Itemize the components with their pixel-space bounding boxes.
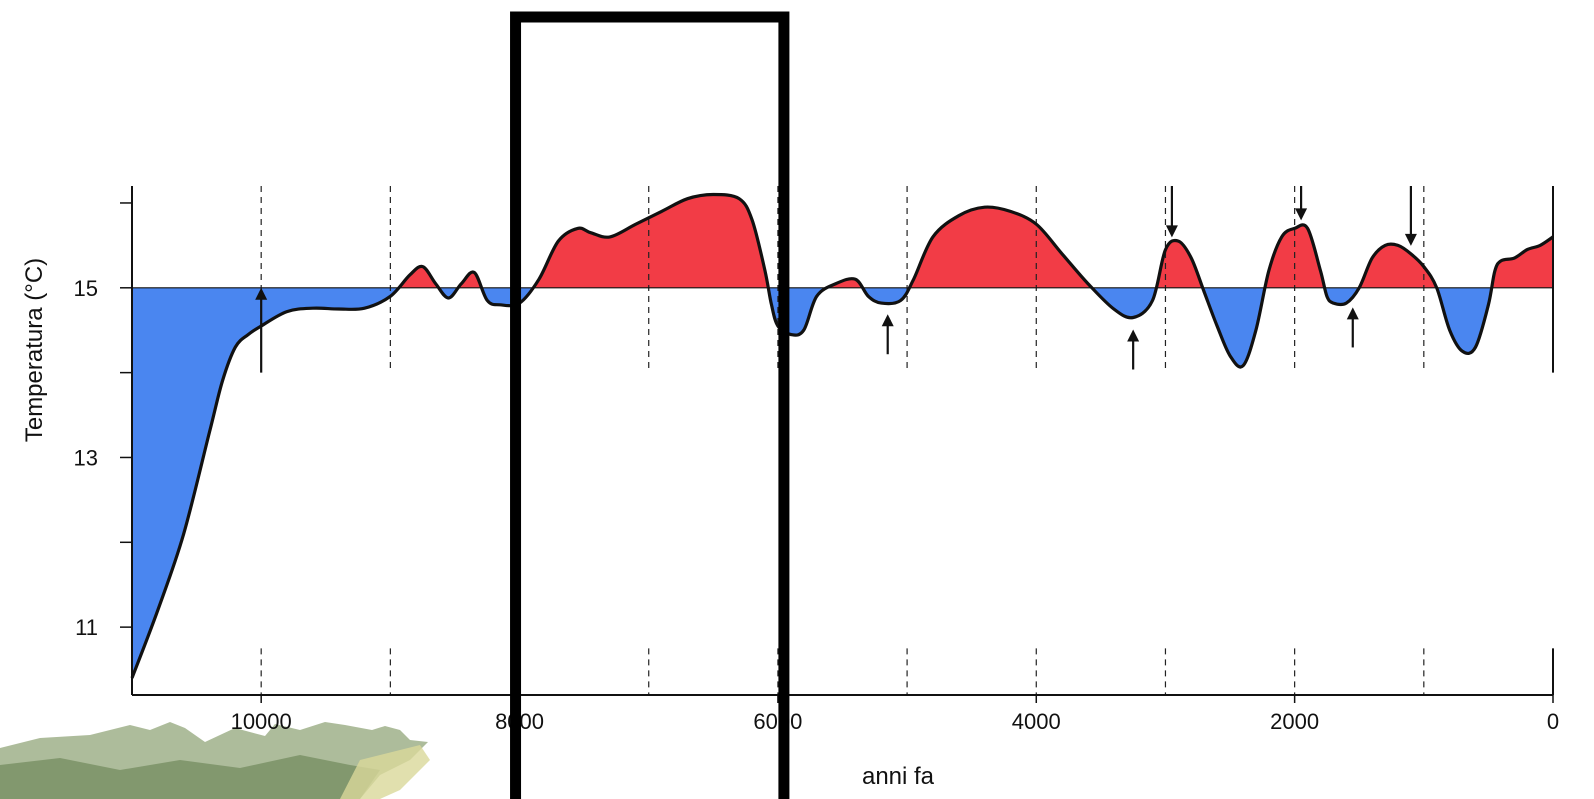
- y-tick-label-15: 15: [74, 276, 98, 301]
- y-tick-label-11: 11: [75, 615, 98, 640]
- x-tick-label-6000: 6000: [753, 709, 802, 734]
- down-arrow-1950-head: [1295, 208, 1308, 221]
- x-tick-label-2000: 2000: [1270, 709, 1319, 734]
- highlight-box: [510, 11, 790, 799]
- x-tick-label-10000: 10000: [231, 709, 292, 734]
- temperature-line: [130, 192, 1554, 679]
- down-arrow-2950-head: [1165, 225, 1178, 238]
- down-arrow-1100-head: [1404, 233, 1417, 246]
- up-arrow-3250-head: [1127, 329, 1140, 342]
- data-marks: [130, 186, 1554, 679]
- axes: [120, 186, 1554, 703]
- x-axis-title: anni fa: [862, 763, 935, 790]
- gridlines: [260, 186, 1425, 695]
- x-tick-label-0: 0: [1547, 709, 1559, 734]
- overlay: [510, 11, 790, 799]
- area-fills: [132, 194, 1553, 678]
- up-arrow-10000-head: [255, 287, 268, 300]
- up-arrow-5150-head: [881, 314, 894, 327]
- area-above-baseline: [398, 194, 1553, 288]
- area-below-baseline: [132, 287, 1553, 678]
- x-tick-label-4000: 4000: [1012, 709, 1061, 734]
- y-axis-title: Temperatura (°C): [21, 258, 48, 442]
- landscape-decoration: [0, 722, 430, 799]
- up-arrow-1550-head: [1346, 307, 1359, 320]
- y-tick-label-13: 13: [74, 445, 98, 470]
